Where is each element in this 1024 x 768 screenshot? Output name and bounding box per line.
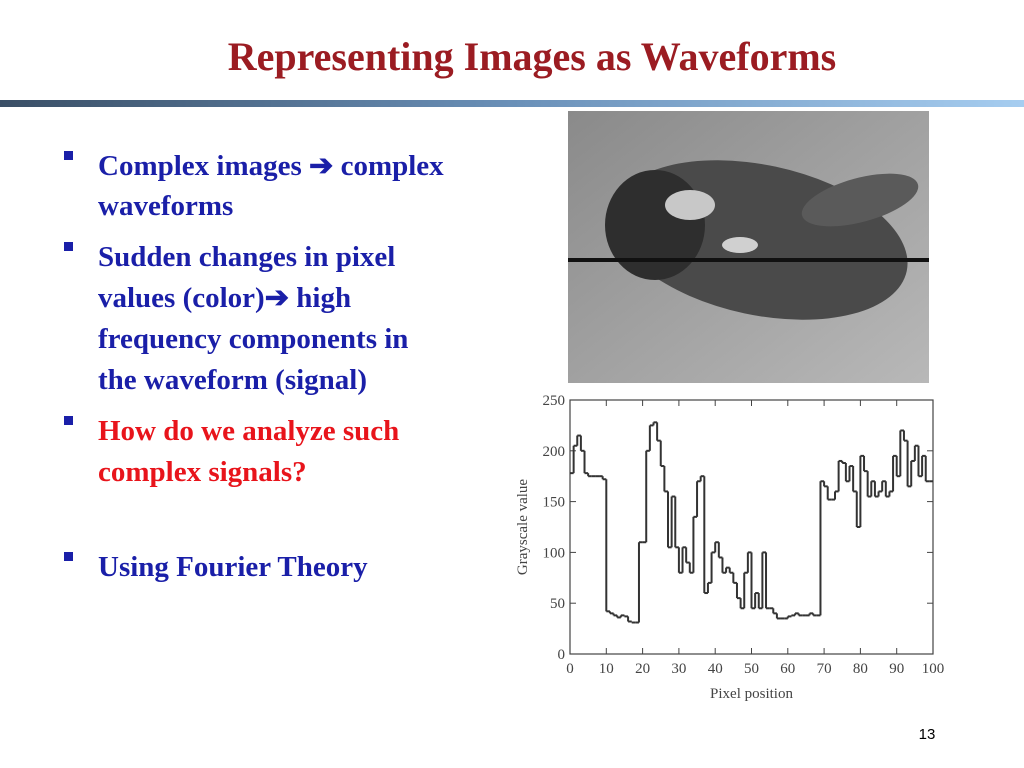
bullet-text: Complex images ➔ complex [98,150,444,182]
y-tick-label: 100 [543,545,566,561]
slide-title: Representing Images as Waveforms [228,34,836,79]
x-tick-label: 60 [780,661,795,677]
x-axis-label: Pixel position [710,686,793,702]
bullet-text: Sudden changes in pixel [98,241,395,273]
y-tick-label: 0 [558,647,566,663]
page-number: 13 [919,726,936,743]
title-rule [0,100,1024,107]
x-tick-label: 30 [671,661,686,677]
bullet-text: values (color)➔ high [98,282,351,314]
y-tick-label: 50 [550,596,565,612]
bullet-text: How do we analyze such [98,415,399,447]
bullet-marker [64,416,73,425]
x-tick-label: 70 [817,661,832,677]
photo [568,111,929,383]
y-tick-label: 150 [543,495,566,511]
y-tick-label: 250 [543,393,566,409]
bullet-marker [64,242,73,251]
x-tick-label: 10 [599,661,614,677]
bullet-text: frequency components in [98,323,408,355]
bullet-text: waveforms [98,190,233,222]
chart: 0 10 20 30 40 50 60 70 80 90 100 0 50 100 150 200 250 Pix… [515,393,944,702]
x-tick-label: 100 [922,661,945,677]
x-tick-label: 50 [744,661,759,677]
x-tick-label: 80 [853,661,868,677]
bullet-marker [64,552,73,561]
bullet-text: Using Fourier Theory [98,551,368,583]
bullet-text: the waveform (signal) [98,364,367,396]
y-tick-label: 200 [543,444,566,460]
y-axis-label: Grayscale value [515,479,531,576]
x-tick-label: 20 [635,661,650,677]
x-tick-label: 0 [566,661,574,677]
bullet-text: complex signals? [98,456,307,488]
bullet-marker [64,151,73,160]
x-tick-label: 40 [708,661,723,677]
x-tick-label: 90 [889,661,904,677]
